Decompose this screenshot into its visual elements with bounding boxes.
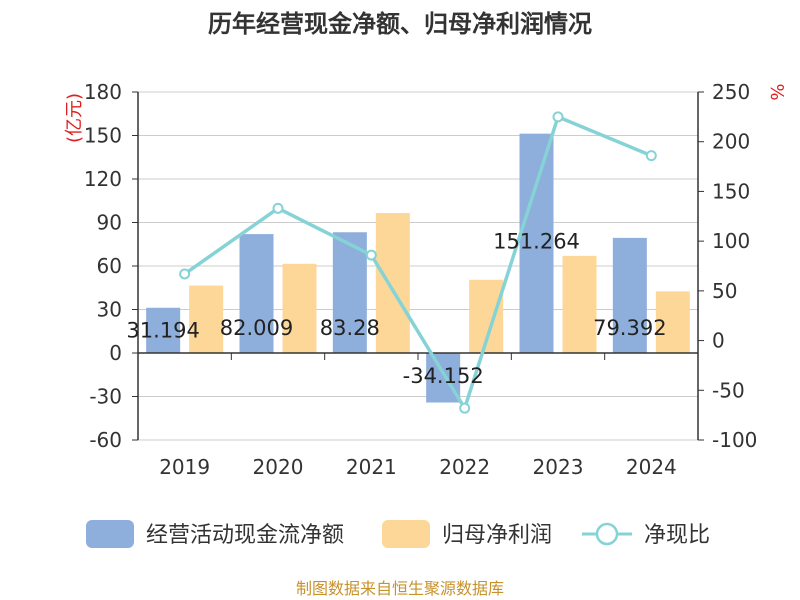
axes: -60 -30 0 30 60 90 120 150 180 -100 -50 0 50 100 150 20…	[84, 80, 758, 479]
ratio-point	[179, 268, 191, 280]
bar-net-profit	[655, 291, 690, 353]
x-axis-category-label: 2024	[626, 455, 677, 479]
right-axis-tick-label: 100	[712, 229, 750, 253]
data-label-cashflow: 83.28	[320, 316, 380, 340]
chart-title: 历年经营现金净额、归母净利润情况	[208, 10, 592, 38]
bar-cashflow	[332, 232, 367, 353]
legend-label-cashflow: 经营活动现金流净额	[146, 523, 344, 548]
right-axis-unit: %	[766, 83, 787, 100]
ratio-point	[459, 402, 471, 414]
right-axis-tick-label: -50	[712, 378, 745, 402]
legend-label-ratio: 净现比	[644, 523, 710, 548]
right-axis-tick-label: 50	[712, 279, 737, 303]
ratio-point	[552, 111, 564, 123]
right-axis-tick-label: 250	[712, 80, 750, 104]
bar-net-profit	[562, 255, 597, 353]
x-axis-category-label: 2021	[346, 455, 397, 479]
ratio-point	[365, 249, 377, 261]
data-label-cashflow: 82.009	[220, 316, 293, 340]
bar-cashflow	[146, 307, 181, 353]
left-axis-tick-label: 90	[97, 211, 122, 235]
ratio-line	[179, 111, 657, 414]
bars	[146, 133, 690, 403]
left-axis-tick-label: -60	[89, 428, 122, 452]
left-axis-tick-label: 0	[109, 341, 122, 365]
left-axis-tick-label: 60	[97, 254, 122, 278]
data-label-cashflow: 151.264	[493, 230, 580, 254]
bar-cashflow	[519, 133, 554, 353]
bar-net-profit	[282, 263, 317, 353]
left-axis-tick-label: 120	[84, 167, 122, 191]
data-label-cashflow: -34.152	[403, 364, 484, 388]
left-axis-tick-label: 30	[97, 298, 122, 322]
source-note: 制图数据来自恒生聚源数据库	[296, 579, 504, 598]
legend-label-net-profit: 归母净利润	[442, 523, 552, 548]
legend-swatch-cashflow	[86, 520, 134, 548]
left-axis-tick-label: 180	[84, 80, 122, 104]
bar-cashflow	[612, 237, 647, 353]
x-axis-category-label: 2020	[253, 455, 304, 479]
legend: 经营活动现金流净额 归母净利润 净现比	[86, 520, 710, 548]
bar-net-profit	[375, 213, 410, 353]
legend-marker-ratio	[595, 522, 619, 546]
bar-net-profit	[189, 285, 224, 353]
ratio-line-path	[183, 115, 653, 410]
data-label-cashflow: 31.194	[126, 318, 199, 342]
right-axis-tick-label: 150	[712, 179, 750, 203]
data-labels: 31.194 82.009 83.28 -34.152 151.264 79.392	[126, 230, 666, 388]
x-axis-category-label: 2019	[159, 455, 210, 479]
ratio-point	[645, 150, 657, 162]
left-axis-unit: (亿元)	[64, 93, 85, 143]
x-axis-category-label: 2023	[533, 455, 584, 479]
ratio-point	[272, 202, 284, 214]
x-axis-category-label: 2022	[439, 455, 490, 479]
left-axis-tick-label: -30	[89, 385, 122, 409]
left-axis-tick-label: 150	[84, 124, 122, 148]
data-label-cashflow: 79.392	[593, 316, 666, 340]
right-axis-tick-label: -100	[712, 428, 757, 452]
right-axis-tick-label: 0	[712, 329, 725, 353]
bar-cashflow	[239, 234, 274, 353]
right-axis-tick-label: 200	[712, 130, 750, 154]
legend-swatch-net-profit	[382, 520, 430, 548]
